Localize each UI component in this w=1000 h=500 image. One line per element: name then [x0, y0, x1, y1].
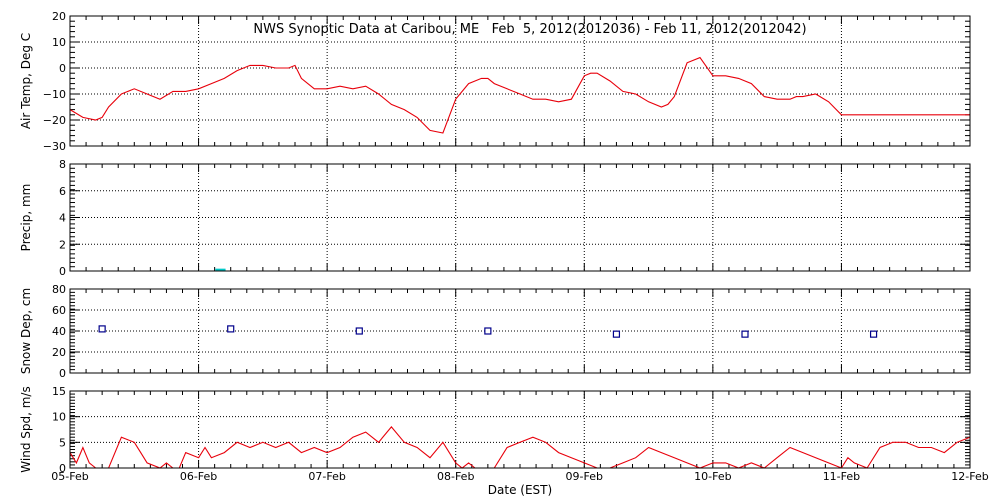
- y-tick-label: 5: [59, 436, 66, 449]
- series-line: [69, 426, 971, 469]
- y-tick-label: 20: [52, 10, 66, 23]
- y-tick-label: 80: [52, 283, 66, 296]
- precip-bar: [215, 268, 226, 271]
- panel-frame: [69, 15, 971, 147]
- y-tick-label: 10: [52, 411, 66, 424]
- panel-precip: 8 6 4 2 0 Precip, mm: [19, 158, 971, 278]
- y-tick-label: 15: [52, 385, 66, 398]
- y-tick-label: 0: [59, 62, 66, 75]
- series-line: [69, 56, 970, 134]
- y-tick-label: −30: [43, 140, 66, 153]
- x-tick-label: 10-Feb: [694, 470, 731, 483]
- x-tick-label: 07-Feb: [308, 470, 345, 483]
- y-tick-label: 4: [59, 212, 66, 225]
- y-tick-label: 0: [59, 462, 66, 475]
- y-tick-label: 8: [59, 158, 66, 171]
- y-tick-label: 0: [59, 367, 66, 380]
- x-tick-labels: 05-Feb 06-Feb 07-Feb 08-Feb 09-Feb 10-Feb 11-F…: [51, 470, 988, 483]
- y-tick-label: 60: [52, 304, 66, 317]
- y-tick-label: 10: [52, 36, 66, 49]
- x-tick-label: 05-Feb: [51, 470, 88, 483]
- data-point: [869, 330, 878, 338]
- y-tick-label: 6: [59, 185, 66, 198]
- data-point: [612, 330, 621, 338]
- data-point: [741, 330, 749, 338]
- y-tick-label: 20: [52, 346, 66, 359]
- panel-snow-depth: 80 60 40 20 0 Snow Dep, cm: [19, 283, 971, 380]
- y-tick-label: −10: [43, 88, 66, 101]
- data-point: [98, 325, 106, 333]
- data-point: [355, 327, 363, 335]
- y-axis-label: Wind Spd, m/s: [19, 386, 33, 472]
- x-axis-label: Date (EST): [488, 483, 552, 497]
- y-tick-label: −20: [43, 114, 66, 127]
- y-tick-label: 40: [52, 325, 66, 338]
- panel-air-temp: 20 10 0 −10 −20 −30 Air Temp, Deg C: [19, 10, 971, 153]
- panel-frame: [69, 163, 971, 272]
- panel-wind-speed: 15 10 5 0 Wind Spd, m/s: [19, 385, 971, 475]
- x-tick-label: 12-Feb: [951, 470, 988, 483]
- y-tick-label: 2: [59, 238, 66, 251]
- y-axis-label: Snow Dep, cm: [19, 288, 33, 374]
- panel-frame: [69, 288, 971, 374]
- x-tick-label: 06-Feb: [180, 470, 217, 483]
- x-tick-label: 11-Feb: [823, 470, 860, 483]
- y-axis-label: Precip, mm: [19, 184, 33, 252]
- y-tick-label: 0: [59, 265, 66, 278]
- chart-title: NWS Synoptic Data at Caribou, ME Feb 5, …: [253, 22, 806, 37]
- panel-frame: [69, 390, 971, 469]
- data-point: [484, 327, 492, 335]
- data-point: [227, 325, 235, 333]
- x-tick-label: 09-Feb: [566, 470, 603, 483]
- x-tick-label: 08-Feb: [437, 470, 474, 483]
- y-axis-label: Air Temp, Deg C: [19, 33, 33, 129]
